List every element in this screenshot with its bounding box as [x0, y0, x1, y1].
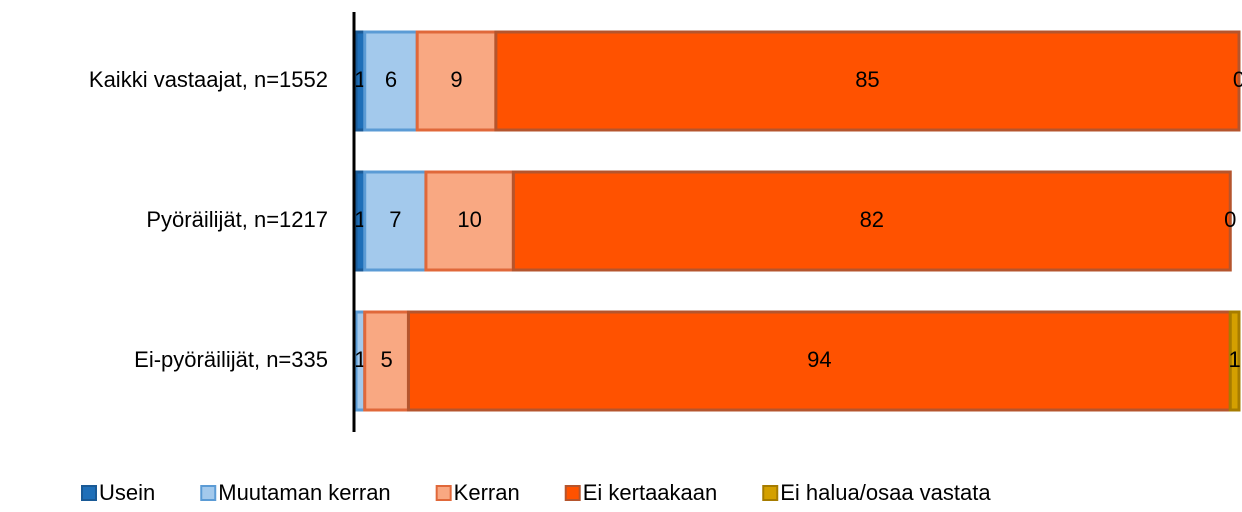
data-label: 6: [385, 67, 397, 92]
legend-swatch: [435, 485, 452, 501]
legend-swatch: [81, 485, 97, 501]
data-label: 94: [807, 347, 831, 372]
legend-label: Ei kertaakaan: [583, 480, 718, 505]
data-label: 10: [457, 207, 481, 232]
bar-segment: [424, 170, 515, 272]
legend-swatch: [200, 485, 217, 501]
data-label: 9: [450, 67, 462, 92]
data-label: 1: [1229, 347, 1241, 372]
bar-segment: [363, 310, 410, 412]
y-tick-label: Pyöräilijät, n=1217: [146, 207, 328, 232]
data-label: 7: [389, 207, 401, 232]
legend-label: Kerran: [454, 480, 520, 505]
legend-label: Ei halua/osaa vastata: [780, 480, 991, 505]
bar-segment: [363, 30, 419, 132]
legend-label: Muutaman kerran: [218, 480, 390, 505]
y-tick-label: Ei-pyöräilijät, n=335: [134, 347, 328, 372]
y-tick-label: Kaikki vastaajat, n=1552: [89, 67, 328, 92]
data-label: 5: [380, 347, 392, 372]
bar-segment: [511, 170, 1232, 272]
bar-segment: [406, 310, 1232, 412]
data-label: 0: [1233, 67, 1242, 92]
legend-swatch: [762, 485, 779, 501]
data-label: 82: [860, 207, 884, 232]
data-label: 85: [855, 67, 879, 92]
legend-label: Usein: [99, 480, 155, 505]
legend-swatch: [564, 485, 581, 501]
bar-segment: [494, 30, 1241, 132]
bar-segment: [1228, 310, 1241, 412]
data-label: 0: [1224, 207, 1236, 232]
